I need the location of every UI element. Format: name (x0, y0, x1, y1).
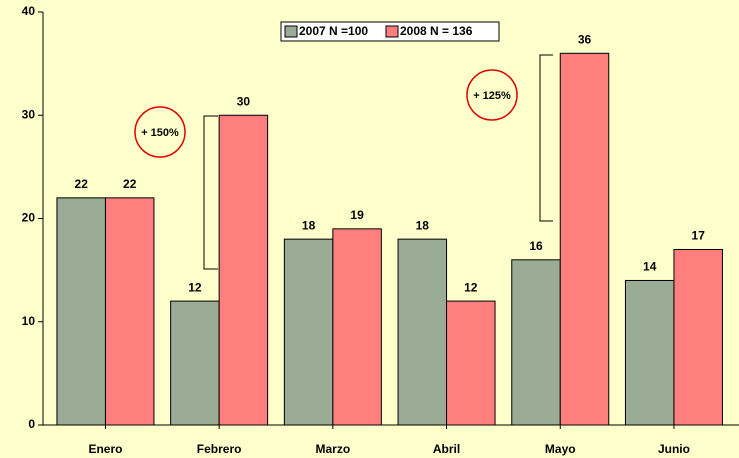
y-tick-label: 30 (22, 107, 36, 121)
value-label: 36 (578, 32, 592, 46)
value-label: 22 (123, 177, 137, 191)
y-tick-label: 40 (22, 4, 36, 18)
x-tick-label: Marzo (316, 442, 351, 456)
bar (56, 197, 106, 426)
annotation: + 125% (473, 90, 511, 102)
x-tick-label: Enero (88, 442, 122, 456)
x-tick-label: Febrero (197, 442, 242, 456)
value-label: 18 (302, 218, 316, 232)
bracket (539, 54, 553, 222)
bar (283, 238, 334, 426)
annotation-circle (466, 69, 518, 121)
bar (397, 238, 448, 426)
bar (673, 248, 723, 426)
bar (511, 259, 561, 426)
value-label: 17 (692, 229, 706, 243)
annotation-circle (134, 106, 186, 158)
x-tick-label: Junio (658, 442, 690, 456)
y-tick-label: 0 (28, 417, 35, 431)
value-label: 12 (464, 280, 478, 294)
legend-label: 2007 N =100 (299, 24, 368, 38)
value-label: 14 (643, 260, 657, 274)
y-tick-label: 10 (22, 314, 36, 328)
bar (332, 228, 382, 426)
value-label: 30 (237, 94, 251, 108)
value-label: 22 (75, 177, 89, 191)
legend-swatch (385, 25, 399, 38)
bar (559, 52, 610, 426)
x-tick-label: Abril (433, 442, 460, 456)
value-label: 16 (529, 239, 543, 253)
value-label: 18 (416, 218, 430, 232)
bar (170, 300, 220, 426)
legend-label: 2008 N = 136 (400, 24, 473, 38)
bar (446, 300, 496, 426)
bar (218, 114, 269, 426)
bar (104, 197, 155, 426)
x-tick-label: Mayo (545, 442, 576, 456)
value-label: 12 (188, 280, 202, 294)
bracket (203, 115, 218, 270)
legend-swatch (284, 25, 298, 38)
value-label: 19 (350, 208, 364, 222)
annotation: + 150% (141, 127, 179, 139)
y-tick-label: 20 (22, 211, 36, 225)
bar (624, 279, 675, 426)
legend: 2007 N =100 2008 N = 136 (280, 21, 500, 42)
